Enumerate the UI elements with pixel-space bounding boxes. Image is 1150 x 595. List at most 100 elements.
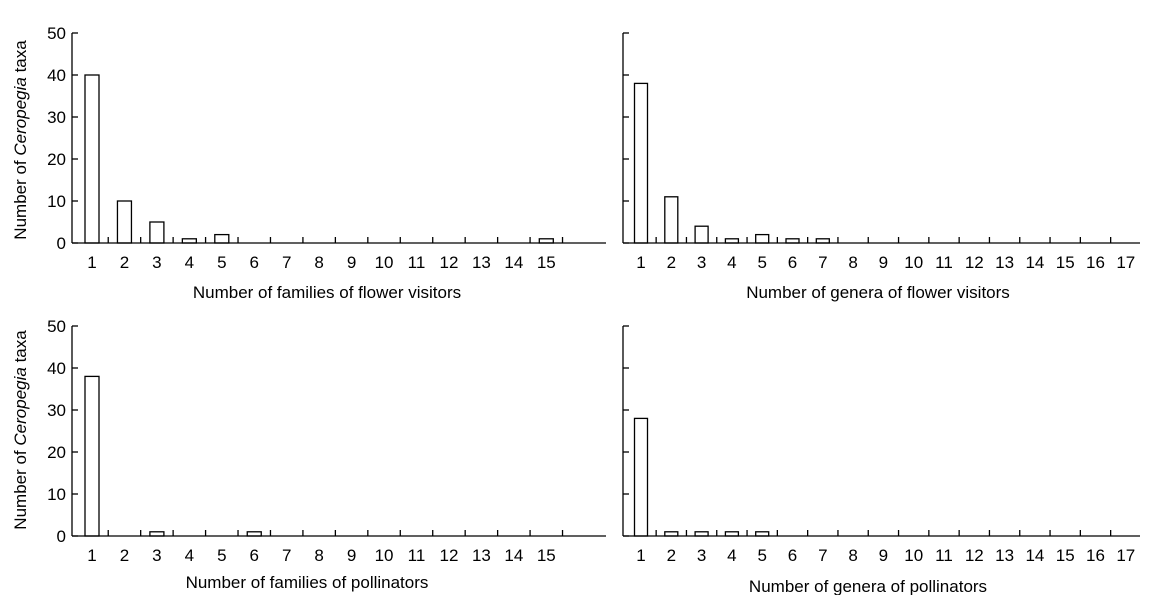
x-tick-label: 11: [935, 253, 953, 272]
bar: [664, 196, 679, 244]
x-tick-label: 15: [1056, 253, 1075, 272]
x-tick-label: 3: [152, 253, 161, 272]
x-tick-label: 3: [697, 546, 706, 565]
x-axis-title: Number of families of flower visitors: [193, 283, 461, 302]
x-tick-label: 5: [217, 253, 226, 272]
x-tick-label: 4: [727, 546, 736, 565]
y-tick-label: 10: [47, 485, 66, 504]
x-tick-labels: 1 2 3 4 5 6 7 8 9 10 11 12 13 14 15 16 17: [636, 546, 1135, 565]
y-axis-title: Number of Ceropegia taxa: [11, 40, 30, 240]
x-tick-label: 15: [537, 546, 556, 565]
x-tick-label: 10: [904, 546, 923, 565]
y-tick-label: 50: [47, 317, 66, 336]
x-tick-label: 17: [1116, 253, 1135, 272]
x-tick-label: 13: [995, 546, 1014, 565]
chart-genera-pollinators: 1 2 3 4 5 6 7 8 9 10 11 12 13 14 15 16 17 Number of gene…: [622, 325, 1140, 595]
x-tick-label: 6: [250, 546, 259, 565]
x-tick-label: 15: [1056, 546, 1075, 565]
x-tick-label: 14: [504, 253, 523, 272]
x-tick-label: 14: [504, 546, 523, 565]
y-axis-title-prefix: Number of: [11, 156, 30, 240]
x-tick-label: 10: [375, 546, 394, 565]
y-tick-label: 0: [57, 527, 66, 546]
x-tick-label: 10: [375, 253, 394, 272]
bars-group: [84, 375, 262, 537]
x-tick-label: 4: [185, 253, 194, 272]
axes-group: [71, 32, 606, 244]
x-tick-label: 14: [1025, 253, 1044, 272]
x-tick-label: 5: [757, 546, 766, 565]
x-tick-label: 2: [667, 546, 676, 565]
y-tick-label: 0: [57, 234, 66, 253]
x-tick-label: 14: [1025, 546, 1044, 565]
bars-group: [84, 74, 554, 244]
axes-group: [71, 325, 606, 537]
x-tick-label: 2: [120, 546, 129, 565]
x-tick-labels: 1 2 3 4 5 6 7 8 9 10 11 12 13 14 15: [87, 253, 555, 272]
y-tick-label: 50: [47, 24, 66, 43]
bar: [633, 82, 649, 244]
y-tick-label: 20: [47, 150, 66, 169]
x-tick-label: 16: [1086, 253, 1105, 272]
x-tick-label: 1: [87, 546, 96, 565]
x-tick-label: 7: [282, 253, 291, 272]
x-tick-label: 4: [727, 253, 736, 272]
x-tick-label: 10: [904, 253, 923, 272]
x-tick-label: 8: [848, 546, 857, 565]
chart-genera-flower-visitors: 1 2 3 4 5 6 7 8 9 10 11 12 13 14 15 16 17 Number of gene…: [622, 32, 1140, 302]
bar: [84, 375, 100, 537]
y-axis-title-prefix: Number of: [11, 446, 30, 530]
axes-group: [622, 32, 1140, 244]
x-tick-label: 9: [879, 546, 888, 565]
y-tick-labels: 0 10 20 30 40 50: [47, 24, 66, 253]
x-tick-label: 15: [537, 253, 556, 272]
y-axis-title-suffix: taxa: [11, 330, 30, 367]
x-tick-label: 13: [472, 546, 491, 565]
bar: [633, 417, 649, 537]
x-tick-label: 8: [848, 253, 857, 272]
x-tick-label: 8: [314, 546, 323, 565]
x-tick-label: 8: [314, 253, 323, 272]
axes-group: [622, 325, 1140, 537]
bar: [694, 225, 709, 244]
x-axis-title: Number of genera of flower visitors: [746, 283, 1010, 302]
x-tick-label: 6: [250, 253, 259, 272]
x-tick-label: 7: [818, 546, 827, 565]
x-tick-label: 5: [217, 546, 226, 565]
x-tick-label: 11: [408, 546, 426, 565]
x-tick-label: 9: [879, 253, 888, 272]
x-tick-label: 6: [788, 253, 797, 272]
x-tick-label: 13: [995, 253, 1014, 272]
y-tick-label: 20: [47, 443, 66, 462]
x-tick-label: 1: [636, 546, 645, 565]
x-tick-label: 9: [347, 546, 356, 565]
y-tick-label: 30: [47, 401, 66, 420]
bars-group: [633, 417, 770, 537]
x-tick-label: 12: [439, 253, 458, 272]
x-tick-label: 2: [667, 253, 676, 272]
x-tick-label: 2: [120, 253, 129, 272]
x-tick-label: 12: [965, 546, 984, 565]
y-tick-label: 40: [47, 66, 66, 85]
x-tick-label: 1: [87, 253, 96, 272]
y-tick-label: 30: [47, 108, 66, 127]
x-tick-label: 12: [439, 546, 458, 565]
x-tick-label: 6: [788, 546, 797, 565]
bar: [755, 233, 770, 244]
y-axis-title: Number of Ceropegia taxa: [11, 330, 30, 530]
y-axis-title-suffix: taxa: [11, 40, 30, 77]
x-tick-label: 16: [1086, 546, 1105, 565]
x-tick-labels: 1 2 3 4 5 6 7 8 9 10 11 12 13 14 15: [87, 546, 555, 565]
x-tick-label: 5: [757, 253, 766, 272]
x-axis-title: Number of families of pollinators: [186, 573, 429, 592]
y-tick-labels: 0 10 20 30 40 50: [47, 317, 66, 546]
x-tick-label: 7: [282, 546, 291, 565]
x-tick-label: 3: [152, 546, 161, 565]
x-tick-label: 4: [185, 546, 194, 565]
x-tick-label: 1: [636, 253, 645, 272]
x-tick-label: 11: [935, 546, 953, 565]
bar: [84, 74, 100, 244]
